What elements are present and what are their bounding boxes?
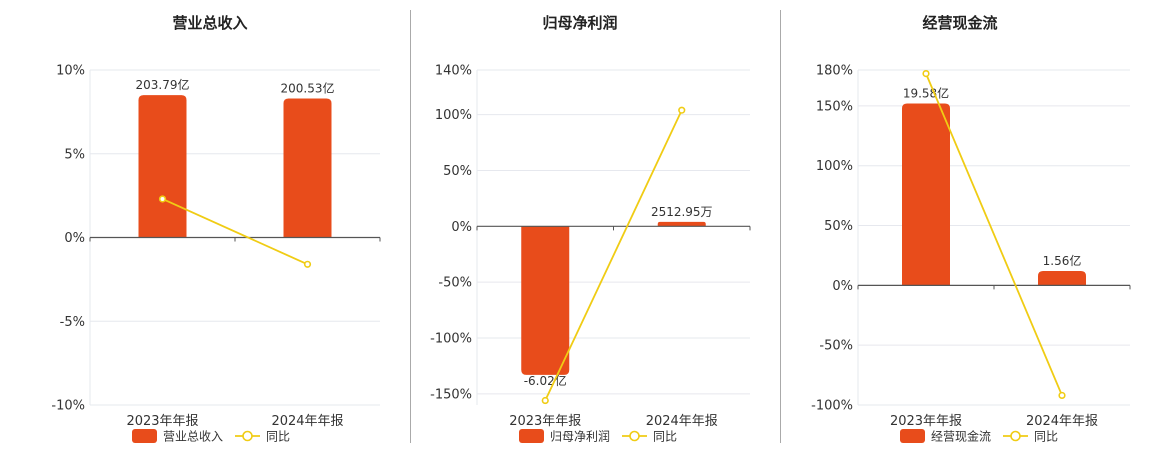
yoy-point [303, 260, 312, 268]
y-tick-label: -100% [811, 399, 853, 414]
yoy-line [544, 109, 683, 401]
legend-line-label: 同比 [653, 430, 677, 444]
bar [1038, 271, 1086, 286]
legend-line-label: 同比 [266, 430, 290, 444]
bar [283, 98, 332, 238]
y-tick-label: 50% [824, 219, 853, 234]
y-tick-label: -5% [60, 315, 85, 330]
legend-line-marker [629, 430, 640, 442]
bar-data-label: 203.79亿 [136, 77, 190, 92]
y-tick-label: 50% [443, 164, 472, 179]
y-tick-label: -10% [51, 399, 85, 414]
yoy-point [678, 106, 686, 114]
legend-bar-swatch [132, 429, 157, 443]
x-category-label: 2024年年报 [271, 414, 343, 429]
x-category-label: 2023年年报 [126, 414, 198, 429]
bar-data-label: 2512.95万 [651, 205, 713, 219]
y-tick-label: 140% [435, 64, 472, 79]
bar-data-label: 1.56亿 [1043, 253, 1082, 268]
yoy-point [1058, 391, 1066, 400]
legend-line-label: 同比 [1034, 430, 1058, 444]
chart-title: 经营现金流 [922, 14, 997, 32]
bar [138, 95, 187, 238]
y-tick-label: 0% [64, 231, 85, 246]
yoy-point [158, 195, 167, 203]
bar [902, 103, 950, 286]
y-tick-label: 0% [451, 220, 472, 235]
y-tick-label: 100% [816, 159, 853, 174]
x-category-label: 2023年年报 [509, 414, 581, 429]
x-category-label: 2024年年报 [646, 414, 718, 429]
yoy-point [541, 396, 549, 405]
yoy-line [925, 73, 1063, 396]
yoy-point [922, 69, 930, 78]
legend-bar-label: 营业总收入 [163, 430, 223, 444]
x-category-label: 2023年年报 [890, 414, 962, 429]
y-tick-label: 100% [435, 108, 472, 123]
bar-data-label: -6.02亿 [524, 373, 567, 388]
legend-bar-swatch [519, 429, 544, 443]
y-tick-label: 150% [816, 99, 853, 114]
legend-line-marker [242, 430, 253, 442]
y-tick-label: -100% [430, 332, 472, 347]
y-tick-label: -150% [430, 387, 472, 402]
y-tick-label: -50% [438, 276, 472, 291]
y-tick-label: 180% [816, 64, 853, 79]
legend-bar-swatch [900, 429, 925, 443]
chart-title: 归母净利润 [542, 14, 617, 32]
x-category-label: 2024年年报 [1026, 414, 1098, 429]
chart-title: 营业总收入 [172, 14, 247, 32]
y-tick-label: -50% [819, 339, 853, 354]
y-tick-label: 10% [56, 64, 85, 79]
y-tick-label: 5% [64, 147, 85, 162]
legend-line-marker [1010, 430, 1021, 442]
y-tick-label: 0% [832, 279, 853, 294]
bar-data-label: 200.53亿 [281, 80, 335, 95]
legend-bar-label: 归母净利润 [550, 430, 610, 444]
bar [521, 226, 570, 375]
bar [657, 221, 706, 227]
bar-data-label: 19.58亿 [903, 86, 949, 101]
yoy-line [162, 198, 308, 266]
legend-bar-label: 经营现金流 [931, 429, 991, 444]
